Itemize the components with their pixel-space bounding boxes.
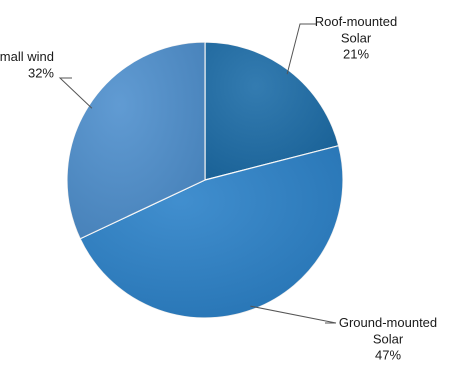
pie-labels: Roof-mounted Solar 21% Ground-mounted Solar 4… (0, 14, 437, 363)
pie-slices (66, 41, 344, 319)
leader-line-ground-mounted-solar (250, 305, 337, 324)
leader-line-roof-mounted-solar (286, 23, 317, 75)
data-label-roof-mounted-solar: Roof-mounted Solar 21% (315, 14, 397, 62)
leader-line-small-wind (58, 77, 93, 109)
data-label-ground-mounted-solar: Ground-mounted Solar 47% (339, 315, 437, 363)
